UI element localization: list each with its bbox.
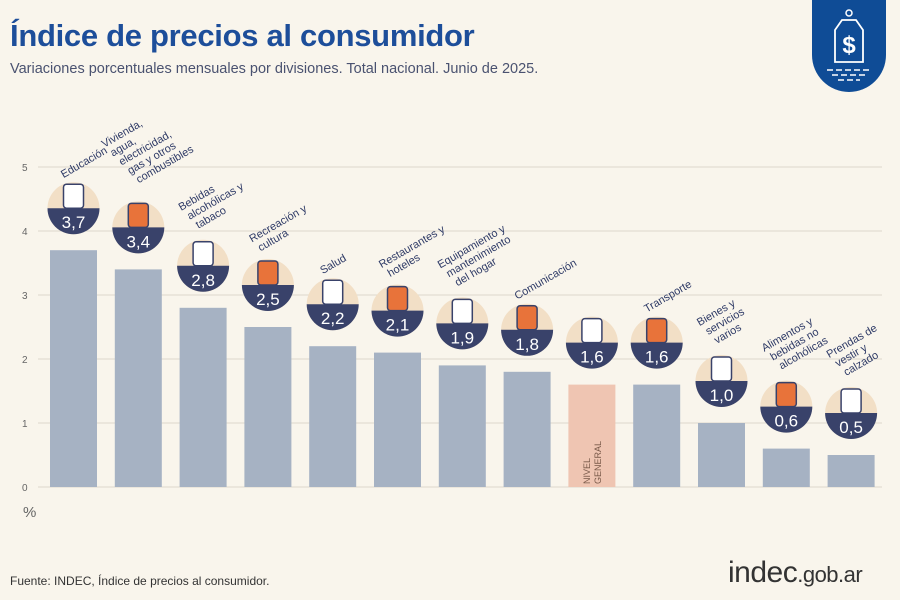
plate-cutlery-icon-glyph <box>386 285 409 312</box>
value-badge <box>825 413 878 440</box>
car-sube-icon-glyph <box>645 317 668 344</box>
lightbulb-wrench-icon-glyph <box>127 202 150 229</box>
data-label: 3,4 <box>126 232 150 251</box>
bar <box>50 250 97 487</box>
bar <box>374 352 421 487</box>
bar <box>503 371 551 487</box>
smartphone-icon-glyph <box>516 305 538 331</box>
chicken-icon-glyph <box>775 381 798 408</box>
category-label: Vivienda,agua,electricidad,gas y otrosco… <box>100 102 196 192</box>
brand-logo: indec.gob.ar <box>728 556 863 589</box>
data-label: 0,5 <box>839 418 863 437</box>
category-label: Bienes yserviciosvarios <box>695 295 753 349</box>
notebook-pencil-icon-glyph <box>62 183 85 209</box>
data-label: 1,0 <box>710 386 734 405</box>
y-axis-label: % <box>23 504 36 521</box>
data-label: 2,8 <box>191 271 215 290</box>
category-label: Bebidasalcohólicas ytabaco <box>177 170 253 234</box>
shopping-bag-icon-glyph <box>581 317 603 344</box>
data-label: 2,5 <box>256 290 280 309</box>
value-badge <box>177 265 230 292</box>
y-tick-label: 1 <box>22 419 28 430</box>
data-label: 2,1 <box>386 316 410 335</box>
svg-text:$: $ <box>842 32 856 59</box>
category-label: Transporte <box>642 278 694 315</box>
page-title: Índice de precios al consumidor <box>10 18 475 53</box>
beach-umbrella-icon-glyph <box>257 260 279 286</box>
category-label: Comunicación <box>513 257 579 302</box>
value-badge <box>47 208 100 235</box>
category-label: Alimentos ybebidas noalcohólicas <box>760 314 831 376</box>
value-badge <box>565 342 618 369</box>
wine-bottle-icon-glyph <box>192 241 214 267</box>
value-badge <box>436 323 489 350</box>
bar <box>633 384 681 487</box>
tshirt-icon-glyph <box>840 388 862 414</box>
category-label: Educación <box>59 145 109 181</box>
comb-scissors-icon-glyph <box>710 356 733 382</box>
bar <box>309 346 357 487</box>
category-label: Prendas devestir ycalzado <box>825 322 892 381</box>
medical-cross-icon-glyph <box>321 279 344 305</box>
value-badge <box>695 381 748 407</box>
data-label: 1,6 <box>580 348 604 367</box>
value-badge <box>306 304 359 331</box>
category-label: Salud <box>318 252 348 276</box>
bar <box>827 455 875 487</box>
category-label: Restaurantes yhoteles <box>377 223 454 281</box>
bar <box>568 384 616 487</box>
category-label: Recreación ycultura <box>247 202 315 255</box>
washing-machine-icon-glyph <box>451 298 474 325</box>
y-tick-label: 0 <box>22 483 28 494</box>
source-note: Fuente: INDEC, Índice de precios al cons… <box>10 574 270 588</box>
bar <box>698 423 745 487</box>
bar <box>244 327 292 487</box>
data-label: 2,2 <box>321 309 345 328</box>
bar <box>179 307 227 487</box>
data-label: 3,7 <box>62 213 86 232</box>
y-tick-label: 3 <box>22 291 28 302</box>
category-label: NIVELGENERAL <box>582 441 603 484</box>
value-badge <box>630 342 683 369</box>
y-tick-label: 4 <box>22 227 28 238</box>
price-tag-dollar-icon: $ <box>812 0 886 92</box>
data-label: 1,8 <box>515 335 539 354</box>
data-label: 1,9 <box>450 328 474 347</box>
value-badge <box>371 310 424 337</box>
data-label: 1,6 <box>645 348 669 367</box>
page-subtitle: Variaciones porcentuales mensuales por d… <box>10 61 539 77</box>
y-tick-label: 2 <box>22 355 28 366</box>
data-label: 0,6 <box>774 412 798 431</box>
bar <box>114 269 162 487</box>
bar <box>762 448 810 487</box>
value-badge <box>112 227 165 254</box>
y-tick-label: 5 <box>22 163 28 174</box>
bar <box>438 365 486 487</box>
value-badge <box>241 285 294 312</box>
value-badge <box>760 406 813 433</box>
category-label: Equipamiento ymantenimientodel hogar <box>436 223 520 292</box>
value-badge <box>501 329 554 356</box>
